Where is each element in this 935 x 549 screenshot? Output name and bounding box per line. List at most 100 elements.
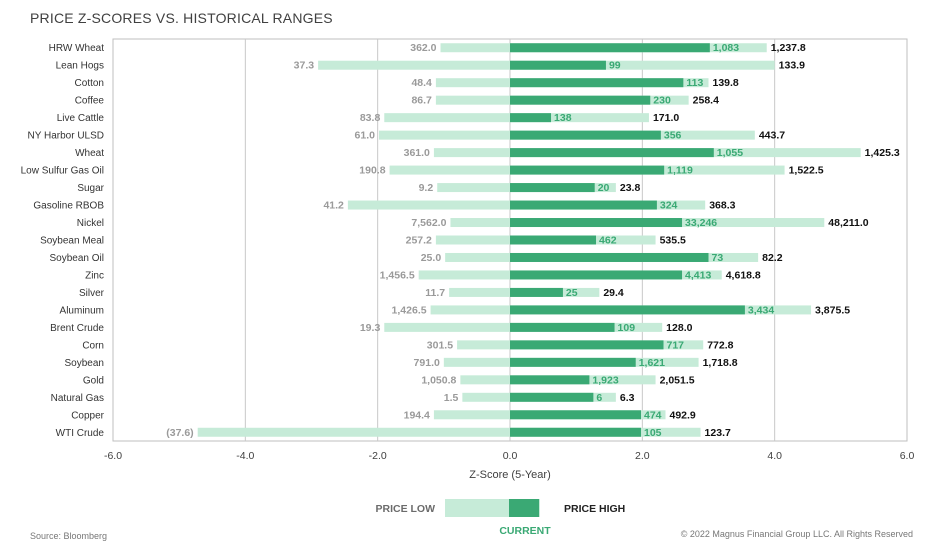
current-bar [510,410,642,420]
current-value-label: 99 [609,60,621,72]
low-value-label: 11.7 [425,287,445,299]
x-tick-label: 0.0 [503,450,518,462]
high-value-label: 772.8 [707,339,733,351]
current-bar [510,375,590,385]
high-value-label: 128.0 [666,322,692,334]
category-label: Gasoline RBOB [33,201,104,212]
low-value-label: 9.2 [419,182,434,194]
high-value-label: 2,051.5 [660,374,695,386]
category-label: Silver [79,288,105,299]
low-value-label: 37.3 [294,60,315,72]
category-label: Coffee [75,96,105,107]
category-label: Cotton [75,78,104,89]
high-value-label: 23.8 [620,182,641,194]
category-label: Soybean Oil [50,253,104,264]
current-bar [510,183,595,193]
high-value-label: 258.4 [693,95,719,107]
category-label: Natural Gas [51,393,104,404]
high-value-label: 3,875.5 [815,304,850,316]
category-label: Gold [83,375,104,386]
category-label: Low Sulfur Gas Oil [21,166,104,177]
low-value-label: 61.0 [355,130,376,142]
current-value-label: 109 [618,322,636,334]
category-label: Zinc [85,270,104,281]
current-bar [510,218,683,228]
current-value-label: 20 [598,182,610,194]
category-label: Soybean Meal [40,236,104,247]
x-tick-label: -2.0 [369,450,387,462]
low-value-label: 257.2 [406,235,432,247]
low-value-label: 7,562.0 [411,217,446,229]
current-bar [510,60,606,70]
x-tick-label: 4.0 [767,450,782,462]
x-tick-label: 2.0 [635,450,650,462]
x-tick-label: -6.0 [104,450,122,462]
low-value-label: 194.4 [404,409,430,421]
current-bar [510,113,552,123]
current-value-label: 4,413 [685,269,711,281]
low-value-label: 362.0 [410,42,436,54]
current-bar [510,305,745,315]
current-value-label: 138 [554,112,572,124]
category-label: Sugar [77,183,104,194]
current-value-label: 33,246 [685,217,717,229]
current-value-label: 356 [664,130,682,142]
current-value-label: 3,434 [748,304,774,316]
category-label: NY Harbor ULSD [27,131,104,142]
current-value-label: 25 [566,287,578,299]
current-value-label: 6 [596,392,602,404]
low-value-label: 361.0 [404,147,430,159]
high-value-label: 171.0 [653,112,679,124]
category-label: HRW Wheat [49,43,105,54]
category-label: Soybean [65,358,104,369]
current-bar [510,322,615,332]
current-bar [510,43,710,53]
low-value-label: 1,050.8 [421,374,456,386]
x-axis-title: Z-Score (5-Year) [469,469,551,481]
low-value-label: (37.6) [166,427,193,439]
high-value-label: 82.2 [762,252,783,264]
current-value-label: 1,621 [639,357,665,369]
category-label: Nickel [77,218,104,229]
current-bar [510,235,597,245]
current-bar [510,357,636,367]
high-value-label: 535.5 [660,235,686,247]
current-value-label: 462 [599,235,617,247]
low-value-label: 41.2 [323,200,344,212]
low-value-label: 83.8 [360,112,381,124]
category-label: Lean Hogs [56,61,104,72]
current-value-label: 717 [667,339,685,351]
high-value-label: 1,718.8 [703,357,738,369]
category-label: Copper [71,410,104,421]
current-bar [510,200,657,210]
x-tick-label: -4.0 [236,450,254,462]
current-bar [510,392,594,402]
low-value-label: 301.5 [427,339,453,351]
high-value-label: 123.7 [705,427,731,439]
high-value-label: 4,618.8 [726,269,761,281]
current-bar [510,78,684,88]
legend-current-label: CURRENT [499,525,551,537]
high-value-label: 1,237.8 [771,42,806,54]
current-value-label: 474 [644,409,662,421]
current-bar [510,148,714,158]
low-value-label: 1.5 [444,392,459,404]
current-value-label: 1,055 [717,147,743,159]
low-value-label: 190.8 [359,165,385,177]
high-value-label: 1,425.3 [865,147,900,159]
current-value-label: 1,083 [713,42,739,54]
low-value-label: 48.4 [411,77,432,89]
low-value-label: 19.3 [360,322,381,334]
high-value-label: 6.3 [620,392,635,404]
low-value-label: 86.7 [411,95,432,107]
high-value-label: 139.8 [713,77,739,89]
legend-low-label: PRICE LOW [376,503,436,515]
current-value-label: 1,119 [667,165,693,177]
legend-high-label: PRICE HIGH [564,503,625,515]
category-label: Live Cattle [57,113,105,124]
high-value-label: 29.4 [603,287,624,299]
current-value-label: 113 [686,77,703,89]
legend-current-swatch [509,499,539,517]
copyright-note: © 2022 Magnus Financial Group LLC. All R… [680,529,913,539]
